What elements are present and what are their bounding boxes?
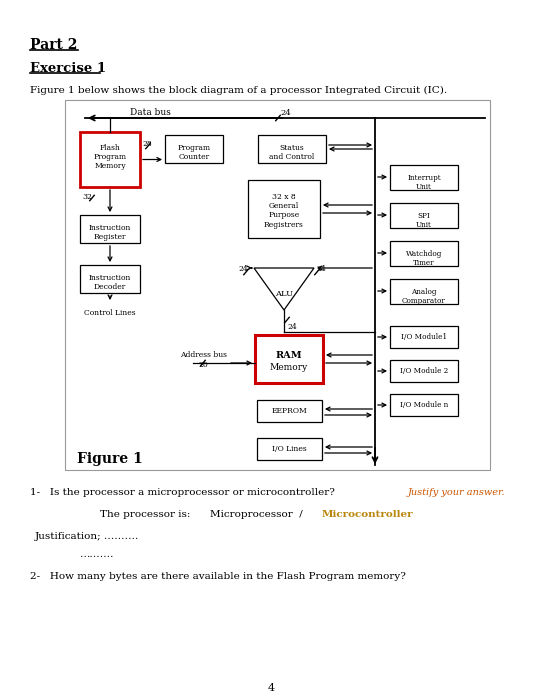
Bar (390, 241, 458, 266)
Text: Figure 1 below shows the block diagram of a processor Integrated Circuit (IC).: Figure 1 below shows the block diagram o… (30, 86, 447, 95)
Text: Unit: Unit (416, 183, 432, 191)
Text: 28: 28 (142, 140, 151, 148)
Bar (248, 180, 320, 238)
Text: 24: 24 (287, 323, 297, 331)
Bar (165, 135, 223, 163)
Text: I/O Lines: I/O Lines (272, 445, 307, 453)
Text: General: General (269, 202, 299, 210)
Text: 2-   How many bytes are there available in the Flash Program memory?: 2- How many bytes are there available in… (30, 572, 406, 581)
Bar (390, 203, 458, 228)
Bar (258, 135, 326, 163)
Text: Exercise 1: Exercise 1 (30, 62, 106, 75)
Text: ……….: ………. (80, 550, 114, 559)
Text: and Control: and Control (269, 153, 315, 161)
Text: Instruction: Instruction (89, 274, 131, 282)
Text: Status: Status (280, 144, 305, 152)
Bar (390, 360, 458, 382)
Bar (257, 438, 322, 460)
Text: Data bus: Data bus (129, 108, 170, 117)
Text: Program: Program (94, 153, 127, 161)
Text: Decoder: Decoder (94, 283, 126, 291)
Text: 1-   Is the processor a microprocessor or microcontroller?: 1- Is the processor a microprocessor or … (30, 488, 335, 497)
Text: Memory: Memory (94, 162, 126, 170)
Text: 32: 32 (82, 193, 92, 201)
Text: Program: Program (177, 144, 210, 152)
Text: Register: Register (94, 233, 126, 241)
Bar (80, 265, 140, 293)
Text: Counter: Counter (179, 153, 209, 161)
Text: ALU: ALU (275, 290, 293, 298)
Bar (255, 335, 323, 383)
Text: I/O Module 2: I/O Module 2 (400, 367, 448, 375)
Polygon shape (254, 268, 314, 310)
Text: EEPROM: EEPROM (272, 407, 307, 415)
Text: 32 x 8: 32 x 8 (272, 193, 296, 201)
Bar (65, 100, 490, 470)
Text: Interrupt: Interrupt (407, 174, 441, 182)
Text: Control Lines: Control Lines (84, 309, 136, 317)
Text: Figure 1: Figure 1 (77, 452, 143, 466)
Text: The processor is:: The processor is: (100, 510, 190, 519)
Text: Memory: Memory (270, 363, 308, 372)
Text: Justify your answer.: Justify your answer. (407, 488, 505, 497)
Text: 24: 24 (280, 109, 291, 117)
Bar (390, 394, 458, 416)
Text: 20: 20 (198, 361, 208, 369)
Text: 24: 24 (238, 265, 248, 273)
Text: I/O Module n: I/O Module n (400, 401, 448, 409)
Text: Unit: Unit (416, 221, 432, 229)
Text: Instruction: Instruction (89, 224, 131, 232)
Text: Analog: Analog (411, 288, 437, 296)
Text: Microprocessor  /: Microprocessor / (210, 510, 309, 519)
Text: 4: 4 (267, 683, 275, 693)
Text: Timer: Timer (413, 259, 435, 267)
Text: Flash: Flash (100, 144, 121, 152)
Text: Registrers: Registrers (264, 221, 304, 229)
Bar (390, 279, 458, 304)
Text: I/O Module1: I/O Module1 (401, 333, 447, 341)
Bar (390, 326, 458, 348)
Text: Address bus: Address bus (180, 351, 227, 359)
Bar (390, 165, 458, 190)
Text: Part 2: Part 2 (30, 38, 77, 52)
Text: Comparator: Comparator (402, 297, 446, 305)
Text: 24: 24 (316, 265, 326, 273)
Bar (257, 400, 322, 422)
Text: Purpose: Purpose (268, 211, 300, 219)
Bar (80, 132, 140, 187)
Bar (80, 215, 140, 243)
Text: SPI: SPI (418, 212, 431, 220)
Text: RAM: RAM (276, 351, 302, 360)
Text: Watchdog: Watchdog (406, 250, 442, 258)
Text: Microcontroller: Microcontroller (322, 510, 414, 519)
Text: Justification; ……….: Justification; ………. (35, 532, 139, 541)
